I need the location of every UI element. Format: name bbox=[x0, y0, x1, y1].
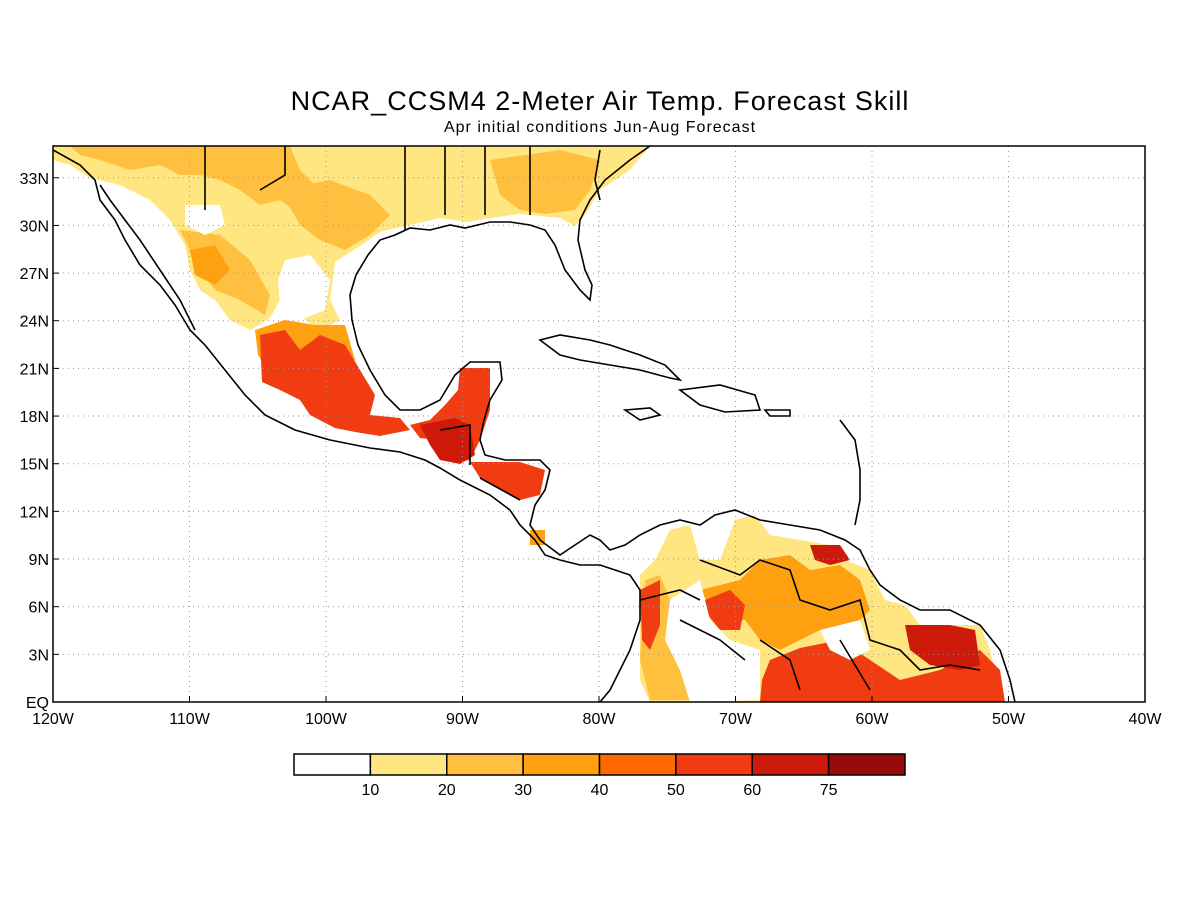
x-tick-label: 40W bbox=[1129, 711, 1163, 728]
y-tick-label: 30N bbox=[20, 218, 49, 235]
shade-sa-orange2 bbox=[700, 555, 870, 650]
y-tick-label: 3N bbox=[29, 647, 49, 664]
shade-sa-white2 bbox=[820, 620, 870, 660]
map-title: NCAR_CCSM4 2-Meter Air Temp. Forecast Sk… bbox=[290, 86, 910, 116]
y-tick-label: 33N bbox=[20, 171, 49, 188]
y-axis-ticks: EQ 3N 6N 9N 12N 15N 18N 21N 24N 27N 30N 33N bbox=[20, 171, 49, 712]
legend-swatch bbox=[827, 753, 906, 776]
shade-sa-dark-guyana bbox=[905, 625, 980, 670]
shade-mex-red bbox=[260, 330, 410, 436]
y-tick-label: 15N bbox=[20, 457, 49, 474]
x-tick-label: 100W bbox=[305, 711, 348, 728]
y-tick-label: 18N bbox=[20, 409, 49, 426]
shade-mex-white bbox=[278, 255, 330, 320]
legend-label: 30 bbox=[514, 782, 532, 799]
coastlines bbox=[53, 146, 1016, 702]
y-tick-label: 6N bbox=[29, 600, 49, 617]
legend-label: 10 bbox=[361, 782, 379, 799]
legend-label: 50 bbox=[667, 782, 685, 799]
legend-swatch bbox=[369, 753, 448, 776]
shade-sa-dark-n bbox=[810, 545, 850, 565]
shade-chihuahua bbox=[190, 245, 230, 285]
y-tick-label: 24N bbox=[20, 314, 49, 331]
legend-label: 20 bbox=[438, 782, 456, 799]
shade-sa-red-col bbox=[640, 580, 660, 650]
shade-texas-orange bbox=[280, 180, 390, 250]
color-legend: 10 20 30 40 50 60 75 bbox=[293, 753, 906, 799]
x-tick-label: 70W bbox=[719, 711, 753, 728]
shade-sa-red-big bbox=[760, 640, 1005, 702]
x-tick-label: 50W bbox=[992, 711, 1026, 728]
shade-mex-white2 bbox=[185, 205, 225, 235]
legend-label: 60 bbox=[743, 782, 761, 799]
legend-swatch bbox=[598, 753, 677, 776]
map-subtitle: Apr initial conditions Jun-Aug Forecast bbox=[443, 119, 757, 136]
legend-label: 75 bbox=[820, 782, 838, 799]
x-tick-label: 80W bbox=[583, 711, 617, 728]
shade-guatemala bbox=[420, 418, 475, 464]
legend-swatch bbox=[293, 753, 372, 776]
legend-swatch bbox=[522, 753, 601, 776]
y-tick-label: 27N bbox=[20, 266, 49, 283]
x-tick-label: 110W bbox=[169, 711, 211, 728]
shade-georgia bbox=[490, 150, 600, 214]
y-tick-label: 9N bbox=[29, 552, 49, 569]
x-tick-label: 90W bbox=[446, 711, 480, 728]
shade-sa-white bbox=[665, 580, 760, 702]
shade-sa-red-vz bbox=[705, 590, 745, 630]
legend-swatch bbox=[446, 753, 524, 776]
x-axis-ticks: 120W 110W 100W 90W 80W 70W 60W 50W 40W bbox=[32, 711, 1162, 728]
legend-swatch bbox=[751, 753, 830, 776]
y-tick-label: EQ bbox=[26, 695, 49, 712]
x-tick-label: 120W bbox=[32, 711, 75, 728]
map-grid bbox=[53, 146, 1145, 702]
shade-us-south-orange bbox=[70, 146, 330, 215]
skill-shading bbox=[53, 146, 1005, 702]
legend-label: 40 bbox=[591, 782, 609, 799]
x-tick-label: 60W bbox=[856, 711, 890, 728]
legend-swatch bbox=[675, 753, 753, 776]
shade-honduras bbox=[470, 462, 545, 500]
y-tick-label: 12N bbox=[20, 504, 49, 521]
y-tick-label: 21N bbox=[20, 361, 49, 378]
